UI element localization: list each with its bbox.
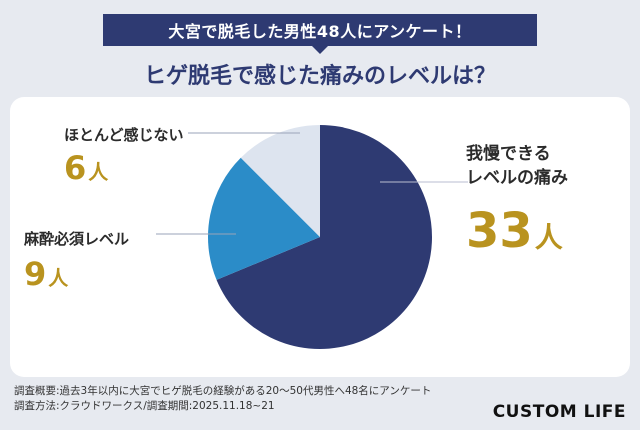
- footnote-overview: 調査概要:過去3年以内に大宮でヒゲ脱毛の経験がある20〜50代男性へ48名にアン…: [14, 385, 432, 397]
- banner-pointer: [312, 46, 328, 54]
- pie-slice-1: [216, 125, 432, 349]
- pie-slice-3: [240, 125, 320, 237]
- slice-label-3: ほとんど感じない: [64, 126, 184, 144]
- survey-banner: 大宮で脱毛した男性48人にアンケート！: [103, 14, 537, 46]
- slice-value-1: 33人: [466, 203, 563, 259]
- footnote-method: 調査方法:クラウドワークス/調査期間:2025.11.18~21: [14, 400, 275, 412]
- chart-title: ヒゲ脱毛で感じた痛みのレベルは？: [143, 64, 496, 89]
- survey-footnote: 調査概要:過去3年以内に大宮でヒゲ脱毛の経験がある20〜50代男性へ48名にアン…: [14, 384, 431, 414]
- slice-label-1: 我慢できる: [466, 143, 551, 164]
- brand-logo: CUSTOM LIFE: [492, 402, 626, 422]
- survey-banner-text: 大宮で脱毛した男性48人にアンケート！: [168, 22, 472, 41]
- slice-label-1: レベルの痛み: [466, 167, 568, 188]
- slice-label-2: 麻酔必須レベル: [23, 230, 129, 248]
- chart-card: 我慢できるレベルの痛み 33人 麻酔必須レベル 9 人 ほとんど感じない 6 人: [10, 97, 630, 377]
- pie-slice-2: [207, 157, 320, 280]
